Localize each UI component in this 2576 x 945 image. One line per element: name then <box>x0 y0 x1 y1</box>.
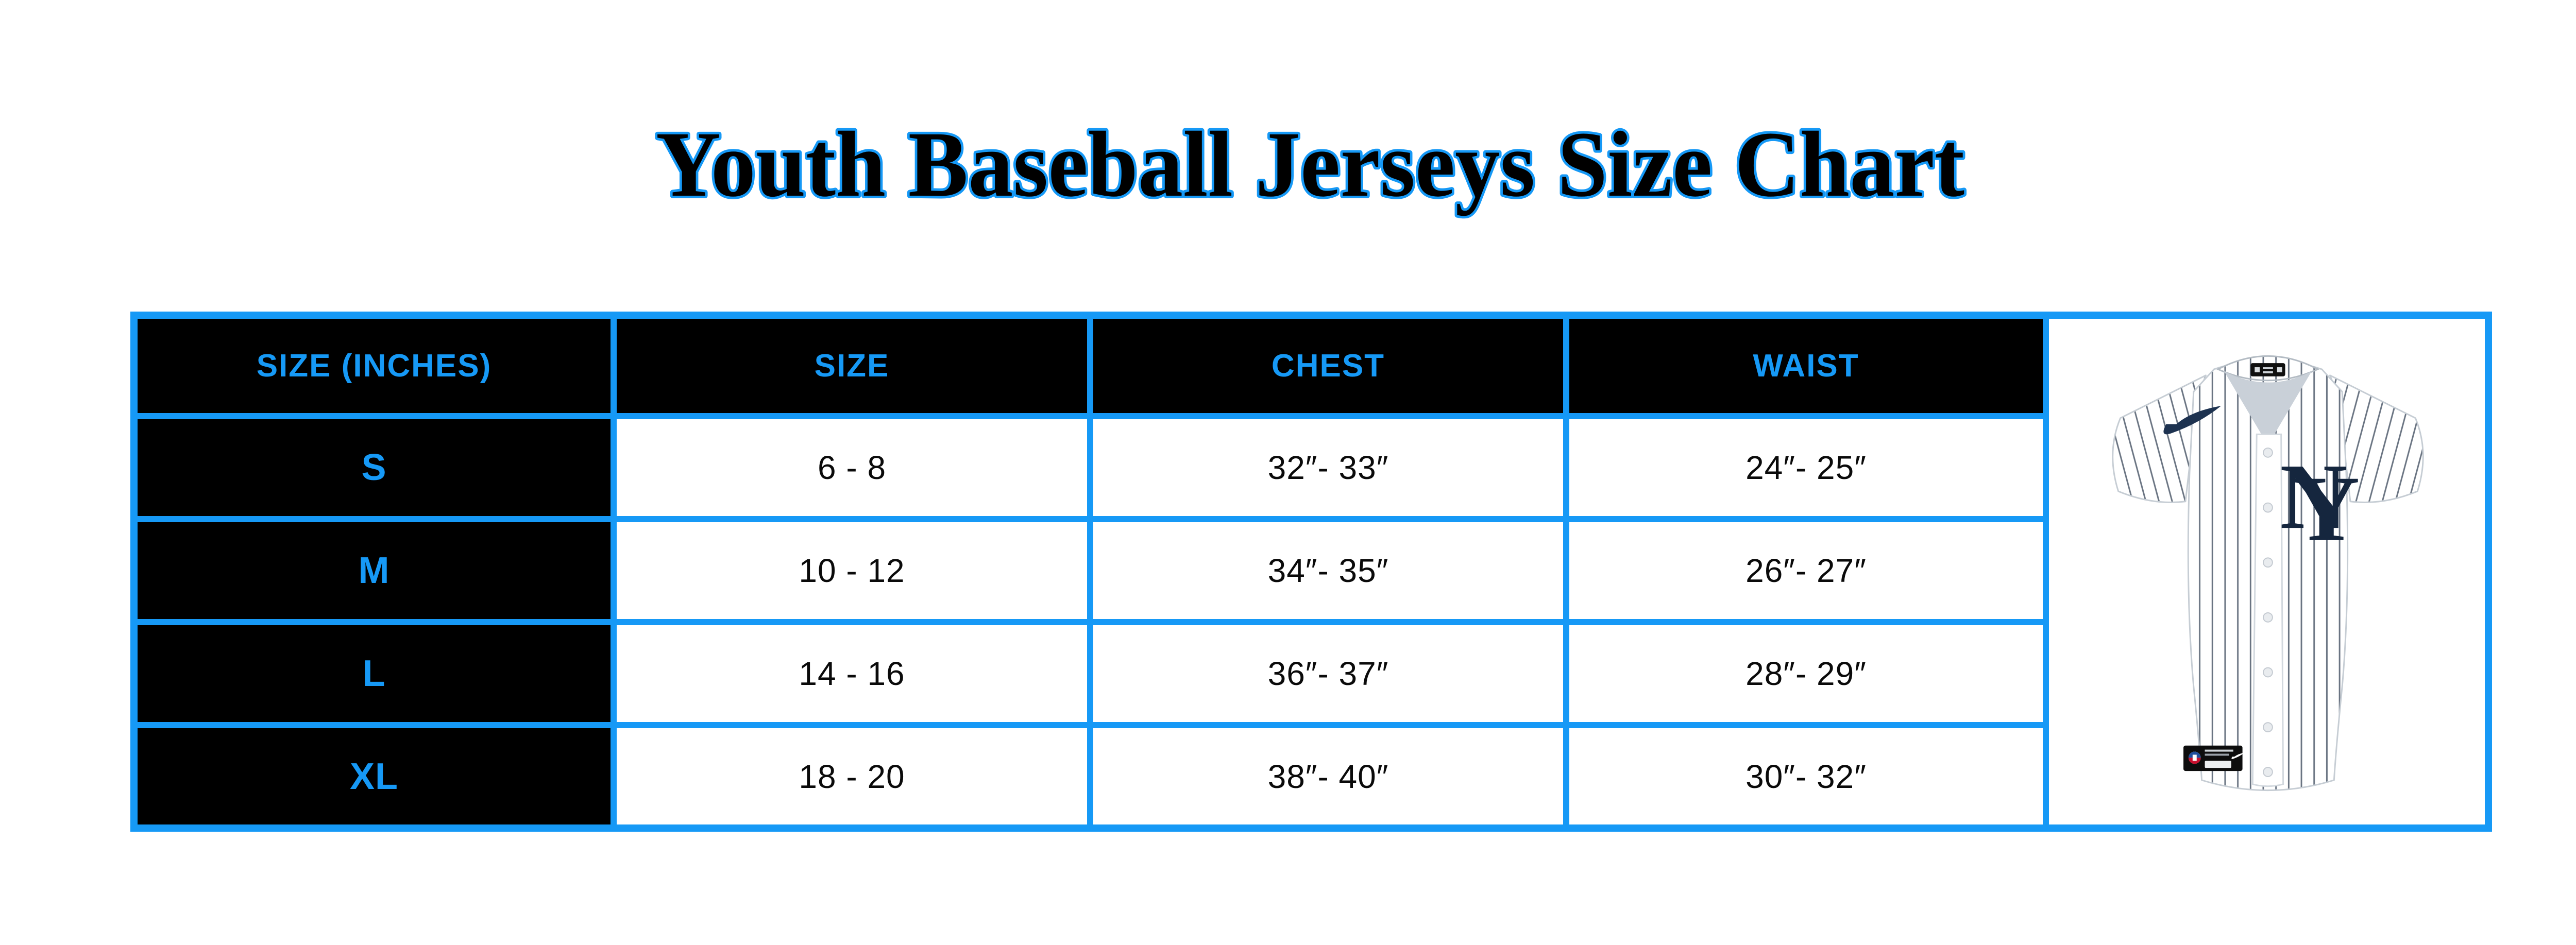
svg-text:N: N <box>2280 445 2347 548</box>
size-chart-table: SIZE (INCHES) SIZE CHEST WAIST <box>130 312 2492 832</box>
row-label: S <box>131 413 617 522</box>
jersey-left-sleeve <box>2112 374 2207 503</box>
cell-size: 18 - 20 <box>611 722 1093 831</box>
mlb-logo-icon <box>2188 751 2201 764</box>
table-row-xl: XL 18 - 20 38″- 40″ 30″- 32″ <box>131 722 2488 831</box>
cell-chest: 38″- 40″ <box>1087 722 1569 831</box>
collar-tag <box>2250 363 2285 376</box>
row-label: L <box>131 619 617 728</box>
column-header-size: SIZE <box>611 312 1093 419</box>
jersey-illustration: N Y <box>2112 355 2424 792</box>
page-title: Youth Baseball Jerseys Size Chart <box>656 113 1964 216</box>
row-label: M <box>131 516 617 625</box>
cell-chest: 36″- 37″ <box>1087 619 1569 728</box>
page-title-block: Youth Baseball Jerseys Size Chart <box>653 110 1967 219</box>
jersey-product-image: N Y <box>2052 329 2482 815</box>
cell-chest: 32″- 33″ <box>1087 413 1569 522</box>
cell-size: 6 - 8 <box>611 413 1093 522</box>
cell-waist: 30″- 32″ <box>1563 722 2049 831</box>
jersey-placket <box>2251 433 2284 787</box>
nike-swoosh-icon <box>2163 406 2222 435</box>
table-row-l: L 14 - 16 36″- 37″ 28″- 29″ <box>131 619 2488 728</box>
jersey-right-sleeve <box>2329 374 2424 503</box>
header-row: SIZE (INCHES) SIZE CHEST WAIST <box>131 312 2492 831</box>
svg-text:Y: Y <box>2292 457 2360 561</box>
ny-monogram: N Y <box>2280 445 2360 561</box>
cell-waist: 24″- 25″ <box>1563 413 2049 522</box>
jersey-image-cell: N Y <box>2043 312 2492 831</box>
column-header-size-inches: SIZE (INCHES) <box>131 312 617 419</box>
column-header-waist: WAIST <box>1563 312 2049 419</box>
cell-waist: 28″- 29″ <box>1563 619 2049 728</box>
cell-chest: 34″- 35″ <box>1087 516 1569 625</box>
table-row-m: M 10 - 12 34″- 35″ 26″- 27″ <box>131 516 2488 625</box>
table-row-s: S 6 - 8 32″- 33″ 24″- 25″ <box>131 413 2488 522</box>
cell-waist: 26″- 27″ <box>1563 516 2049 625</box>
jersey-vneck <box>2224 371 2312 441</box>
cell-size: 14 - 16 <box>611 619 1093 728</box>
cell-size: 10 - 12 <box>611 516 1093 625</box>
jock-tag <box>2183 745 2245 771</box>
row-label: XL <box>131 722 617 831</box>
jock-tag-swoosh-icon <box>2231 752 2245 759</box>
column-header-chest: CHEST <box>1087 312 1569 419</box>
